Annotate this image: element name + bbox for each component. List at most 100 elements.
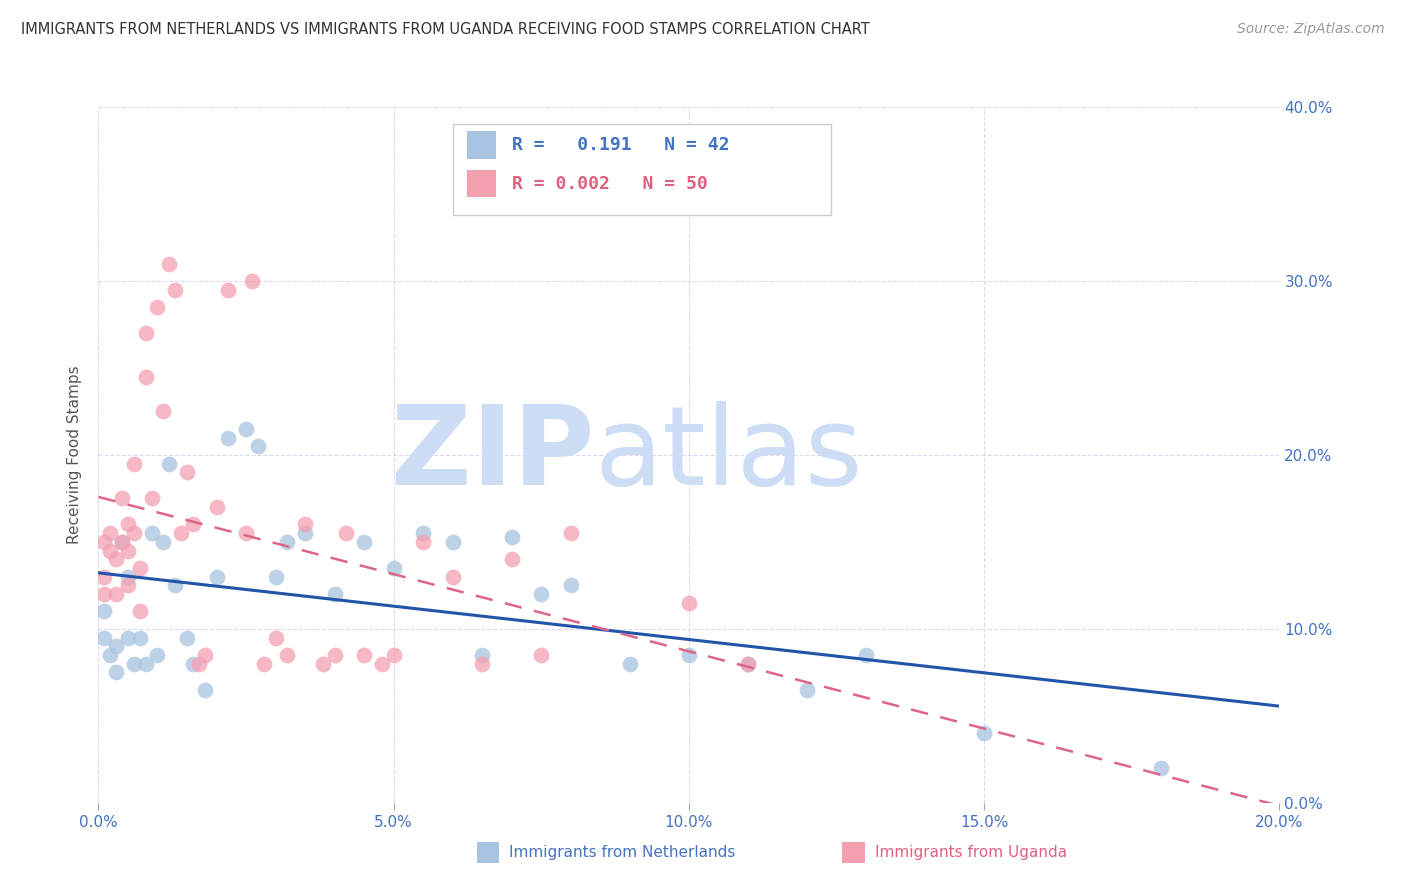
Point bbox=[181, 657, 204, 671]
Point bbox=[187, 657, 209, 671]
Point bbox=[471, 657, 494, 671]
Point bbox=[619, 657, 641, 671]
Point bbox=[146, 648, 169, 662]
Point bbox=[117, 570, 139, 584]
Point bbox=[105, 665, 128, 680]
Text: R = 0.002   N = 50: R = 0.002 N = 50 bbox=[512, 175, 707, 193]
Point bbox=[264, 570, 287, 584]
Point bbox=[111, 534, 134, 549]
Point bbox=[471, 648, 494, 662]
Point bbox=[157, 457, 180, 471]
Point bbox=[412, 534, 434, 549]
Point bbox=[194, 682, 217, 697]
Point bbox=[441, 534, 464, 549]
Point bbox=[117, 543, 139, 558]
Point bbox=[276, 534, 298, 549]
Point bbox=[412, 526, 434, 541]
Text: Immigrants from Uganda: Immigrants from Uganda bbox=[875, 846, 1067, 860]
Point bbox=[98, 543, 121, 558]
Point bbox=[973, 726, 995, 740]
Point bbox=[105, 639, 128, 653]
Point bbox=[737, 657, 759, 671]
Point bbox=[530, 648, 553, 662]
Point bbox=[235, 422, 257, 436]
Text: Source: ZipAtlas.com: Source: ZipAtlas.com bbox=[1237, 22, 1385, 37]
Point bbox=[152, 404, 174, 418]
Point bbox=[855, 648, 877, 662]
Point bbox=[170, 526, 193, 541]
Y-axis label: Receiving Food Stamps: Receiving Food Stamps bbox=[67, 366, 83, 544]
FancyBboxPatch shape bbox=[453, 124, 831, 215]
Point bbox=[382, 561, 405, 575]
Bar bbox=[467, 131, 496, 159]
Point bbox=[165, 283, 187, 297]
Point bbox=[111, 491, 134, 506]
Text: ZIP: ZIP bbox=[391, 401, 595, 508]
Point bbox=[122, 457, 145, 471]
Point bbox=[796, 682, 818, 697]
Point bbox=[141, 491, 163, 506]
Point bbox=[105, 587, 128, 601]
Point bbox=[737, 657, 759, 671]
Point bbox=[560, 578, 582, 592]
Point bbox=[122, 657, 145, 671]
Point bbox=[294, 526, 316, 541]
Point bbox=[441, 570, 464, 584]
Point bbox=[276, 648, 298, 662]
Point bbox=[146, 300, 169, 314]
Point bbox=[152, 534, 174, 549]
Point bbox=[246, 439, 269, 453]
Point bbox=[240, 274, 263, 288]
Point bbox=[122, 526, 145, 541]
Point bbox=[353, 648, 375, 662]
Point bbox=[135, 657, 157, 671]
Point bbox=[217, 431, 239, 445]
Point bbox=[135, 326, 157, 340]
Point bbox=[157, 256, 180, 270]
Point bbox=[501, 530, 523, 544]
Point bbox=[678, 596, 700, 610]
Point bbox=[264, 631, 287, 645]
Point bbox=[111, 534, 134, 549]
Point bbox=[312, 657, 335, 671]
Point bbox=[294, 517, 316, 532]
Point bbox=[128, 561, 150, 575]
Text: Immigrants from Netherlands: Immigrants from Netherlands bbox=[509, 846, 735, 860]
Point bbox=[205, 500, 228, 514]
Point bbox=[1150, 761, 1173, 775]
Text: IMMIGRANTS FROM NETHERLANDS VS IMMIGRANTS FROM UGANDA RECEIVING FOOD STAMPS CORR: IMMIGRANTS FROM NETHERLANDS VS IMMIGRANT… bbox=[21, 22, 870, 37]
Point bbox=[93, 570, 115, 584]
Point bbox=[128, 605, 150, 619]
Point bbox=[335, 526, 357, 541]
Point bbox=[117, 631, 139, 645]
Point bbox=[235, 526, 257, 541]
Point bbox=[117, 578, 139, 592]
Point bbox=[93, 534, 115, 549]
Point bbox=[128, 631, 150, 645]
Point bbox=[353, 534, 375, 549]
Point bbox=[176, 631, 198, 645]
Point bbox=[135, 369, 157, 384]
Point bbox=[176, 466, 198, 480]
Point bbox=[194, 648, 217, 662]
Point bbox=[530, 587, 553, 601]
Bar bbox=[467, 169, 496, 197]
Point bbox=[217, 283, 239, 297]
Point bbox=[98, 526, 121, 541]
Point bbox=[93, 605, 115, 619]
Point bbox=[253, 657, 276, 671]
Point bbox=[371, 657, 394, 671]
Point bbox=[105, 552, 128, 566]
Point bbox=[560, 526, 582, 541]
Point bbox=[165, 578, 187, 592]
Point bbox=[93, 587, 115, 601]
Point bbox=[205, 570, 228, 584]
Point bbox=[93, 631, 115, 645]
Text: atlas: atlas bbox=[595, 401, 863, 508]
Point bbox=[678, 648, 700, 662]
Point bbox=[382, 648, 405, 662]
Point bbox=[323, 587, 346, 601]
Text: R =   0.191   N = 42: R = 0.191 N = 42 bbox=[512, 136, 730, 154]
Point bbox=[181, 517, 204, 532]
Point bbox=[98, 648, 121, 662]
